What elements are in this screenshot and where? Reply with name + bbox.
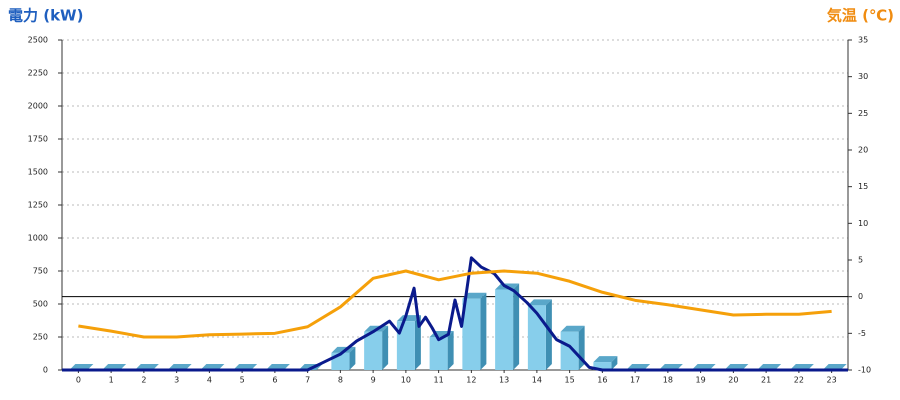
bar (364, 331, 383, 370)
bar-side (480, 292, 487, 370)
x-tick-label: 6 (272, 376, 277, 385)
bar-top (560, 325, 585, 332)
x-tick-label: 5 (240, 376, 245, 385)
y2-tick-label: 5 (858, 256, 863, 265)
bar-side (513, 283, 520, 370)
y2-tick-label: 15 (858, 182, 868, 191)
y-tick-label: 250 (33, 333, 48, 342)
x-tick-label: 1 (109, 376, 114, 385)
x-tick-label: 16 (597, 376, 607, 385)
bar-side (414, 315, 421, 370)
y-tick-label: 750 (33, 267, 48, 276)
bar (495, 289, 514, 370)
bar-side (611, 356, 618, 370)
x-tick-label: 11 (434, 376, 444, 385)
bar-top (462, 292, 487, 299)
line (62, 256, 848, 372)
y-tick-label: 1750 (28, 135, 48, 144)
x-tick-label: 0 (76, 376, 81, 385)
y2-tick-label: 25 (858, 109, 868, 118)
bar-side (545, 299, 552, 370)
y-tick-label: 1500 (28, 168, 48, 177)
x-tick-label: 19 (696, 376, 706, 385)
x-tick-label: 18 (663, 376, 673, 385)
x-tick-label: 17 (630, 376, 640, 385)
bar (560, 331, 579, 370)
y2-tick-label: -5 (858, 329, 866, 338)
y2-tick-label: 35 (858, 36, 868, 45)
bar-top (527, 299, 552, 306)
x-tick-label: 13 (499, 376, 509, 385)
x-tick-label: 2 (141, 376, 146, 385)
bar-top (593, 356, 618, 363)
x-tick-label: 15 (565, 376, 575, 385)
bar (462, 298, 481, 370)
y-tick-label: 2000 (28, 102, 48, 111)
y-axis-title: 電力 (kW) (8, 7, 83, 25)
x-tick-label: 10 (401, 376, 411, 385)
x-tick-label: 14 (532, 376, 542, 385)
x-tick-label: 22 (794, 376, 804, 385)
y2-axis-title: 気温 (℃) (827, 7, 894, 25)
y2-tick-label: 20 (858, 146, 868, 155)
y-tick-label: 0 (43, 366, 48, 375)
x-tick-label: 20 (728, 376, 738, 385)
x-tick-label: 3 (174, 376, 179, 385)
bar (593, 362, 612, 370)
line (78, 269, 832, 339)
bar-side (349, 346, 356, 370)
bar-side (447, 331, 454, 370)
y2-tick-label: 30 (858, 72, 868, 81)
y-tick-label: 500 (33, 300, 48, 309)
bar-side (382, 325, 389, 370)
bar (396, 321, 415, 370)
x-tick-label: 9 (371, 376, 376, 385)
y-tick-label: 1000 (28, 234, 48, 243)
x-tick-label: 21 (761, 376, 771, 385)
y-tick-label: 2500 (28, 36, 48, 45)
x-tick-label: 12 (466, 376, 476, 385)
x-tick-label: 7 (305, 376, 310, 385)
y2-tick-label: 10 (858, 219, 868, 228)
x-tick-label: 23 (827, 376, 837, 385)
bar (429, 337, 448, 370)
y-tick-label: 2250 (28, 69, 48, 78)
y2-tick-label: -10 (858, 366, 871, 375)
x-tick-label: 4 (207, 376, 212, 385)
y-tick-label: 1250 (28, 201, 48, 210)
x-tick-label: 8 (338, 376, 343, 385)
y2-tick-label: 0 (858, 292, 863, 301)
